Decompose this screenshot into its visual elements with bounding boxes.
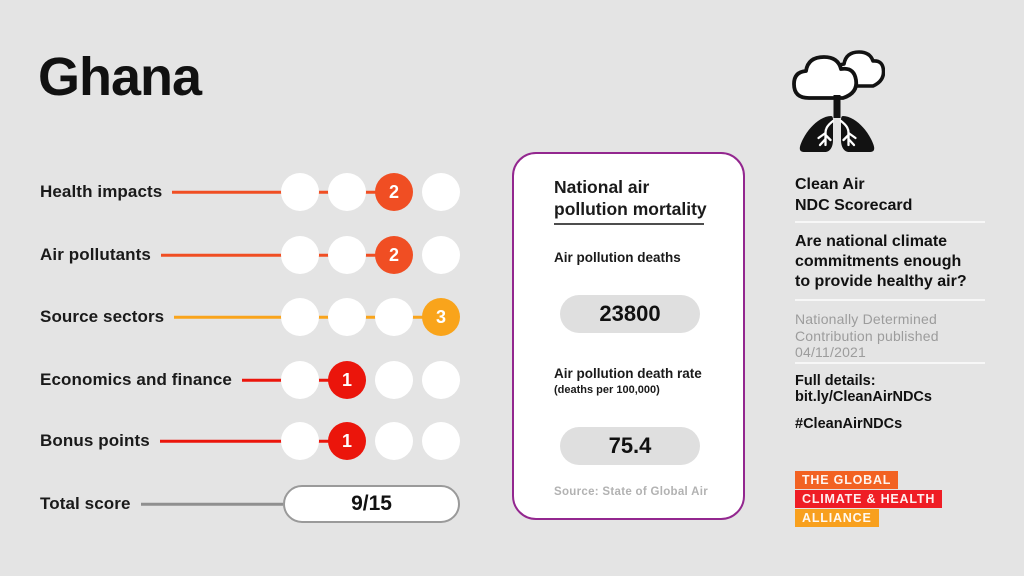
deaths-value-pill: 23800 <box>560 295 700 333</box>
alliance-logo-line: THE GLOBAL <box>795 471 899 489</box>
death-rate-sublabel: (deaths per 100,000) <box>554 384 660 396</box>
deaths-value: 23800 <box>599 301 661 326</box>
score-row: Economics and finance 1 <box>40 360 460 400</box>
score-row-label: Air pollutants <box>40 245 151 264</box>
mortality-card: National air pollution mortality Air pol… <box>512 152 745 520</box>
score-dot-empty <box>422 361 460 399</box>
score-dot-filled: 3 <box>422 298 460 336</box>
ndc-published-note: Nationally Determined Contribution publi… <box>795 311 939 360</box>
score-row-label: Health impacts <box>40 182 163 201</box>
total-score-line <box>141 502 283 506</box>
sidebar-divider <box>795 221 985 223</box>
alliance-logo: THE GLOBAL CLIMATE & HEALTH ALLIANCE <box>795 471 943 528</box>
sidebar-divider <box>795 299 985 301</box>
total-score-label: Total score <box>40 494 131 513</box>
score-dot-filled: 1 <box>328 361 366 399</box>
death-rate-label: Air pollution death rate <box>554 366 702 381</box>
alliance-logo-line: ALLIANCE <box>795 509 879 527</box>
score-dot-filled: 2 <box>375 173 413 211</box>
score-dot-empty <box>281 361 319 399</box>
score-dot-empty <box>281 236 319 274</box>
score-dot-empty <box>281 422 319 460</box>
death-rate-value-pill: 75.4 <box>560 427 700 465</box>
lungs-cloud-svg <box>792 50 886 152</box>
score-dot-empty <box>281 298 319 336</box>
scorecard-heading: Clean Air NDC Scorecard <box>795 176 913 214</box>
score-row-line <box>161 253 394 257</box>
score-row-label: Bonus points <box>40 431 150 450</box>
score-dot-empty <box>422 173 460 211</box>
score-dot-filled: 2 <box>375 236 413 274</box>
lungs-cloud-icon <box>789 42 886 152</box>
score-row: Source sectors 3 <box>40 297 460 337</box>
death-rate-value: 75.4 <box>608 433 652 458</box>
score-row: Health impacts 2 <box>40 172 460 212</box>
score-dot-empty <box>281 173 319 211</box>
hashtag-text: #CleanAirNDCs <box>795 416 903 432</box>
total-score-value: 9/15 <box>351 492 392 515</box>
card-divider <box>554 223 704 225</box>
score-dot-empty <box>422 422 460 460</box>
total-score-row: Total score 9/15 <box>40 484 460 524</box>
mortality-card-title: National air pollution mortality <box>554 177 707 219</box>
score-dot-empty <box>422 236 460 274</box>
score-row-label: Economics and finance <box>40 370 232 389</box>
score-dot-filled: 1 <box>328 422 366 460</box>
score-dot-empty <box>328 298 366 336</box>
score-row-line <box>160 439 347 443</box>
deaths-label: Air pollution deaths <box>554 250 681 265</box>
alliance-logo-line: CLIMATE & HEALTH <box>795 490 943 508</box>
score-row: Air pollutants 2 <box>40 235 460 275</box>
score-dot-empty <box>375 361 413 399</box>
full-details-text: Full details: bit.ly/CleanAirNDCs <box>795 373 932 405</box>
scorecard-question: Are national climate commitments enough … <box>795 233 967 290</box>
sidebar-divider <box>795 362 985 364</box>
score-row-label: Source sectors <box>40 307 165 326</box>
score-dot-empty <box>328 173 366 211</box>
score-dot-empty <box>375 422 413 460</box>
score-dot-empty <box>328 236 366 274</box>
page-title: Ghana <box>38 47 202 107</box>
score-dot-empty <box>375 298 413 336</box>
total-score-pill: 9/15 <box>283 485 460 523</box>
score-row: Bonus points 1 <box>40 421 460 461</box>
card-source: Source: State of Global Air <box>554 486 709 498</box>
